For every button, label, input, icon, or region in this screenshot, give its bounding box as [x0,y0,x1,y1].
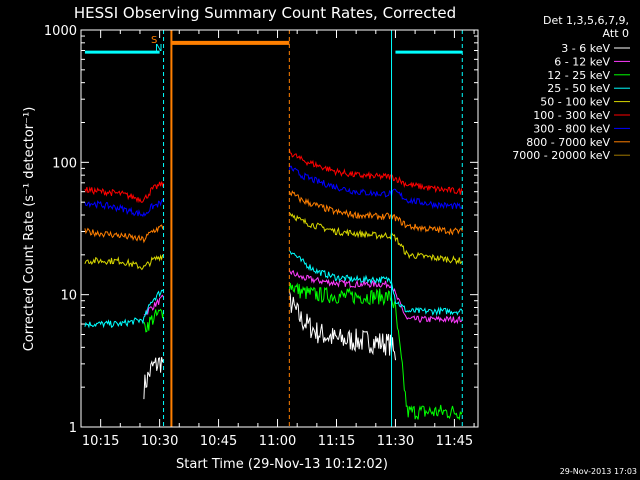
legend-label: 300 - 800 keV [533,122,610,135]
series-traces [84,148,463,421]
legend-label: 50 - 100 keV [540,96,610,109]
x-tick-label: 11:45 [436,434,473,449]
annotation-markers [84,30,463,427]
legend-header-line-2: Att 0 [603,27,629,40]
series-line [143,308,164,333]
legend-label: 12 - 25 keV [547,69,610,82]
legend-label: 3 - 6 keV [561,42,610,55]
series-line [288,165,463,210]
plot-frame [80,29,479,428]
x-tick-label: 11:00 [259,434,296,449]
x-tick-label: 10:15 [82,434,119,449]
series-line [84,181,164,204]
legend-label: 25 - 50 keV [547,82,610,95]
axes: 10:15 10:30 10:45 11:00 11:15 11:30 11:45 1 10 10… [44,24,478,449]
series-line [288,212,463,265]
chart-title: HESSI Observing Summary Count Rates, Cor… [74,4,456,22]
flag-label-s: S [151,35,157,46]
y-tick-label: 100 [52,156,77,171]
series-line [288,190,463,236]
series-line [288,290,396,361]
y-tick-label: 1 [69,421,77,436]
series-line [84,224,164,244]
x-axis-label: Start Time (29-Nov-13 10:12:02) [176,457,388,472]
flag-label-n: N [155,43,162,54]
series-line [84,254,164,271]
x-tick-label: 10:30 [141,434,178,449]
legend-header-line-1: Det 1,3,5,6,7,9, [543,14,629,27]
y-tick-label: 10 [60,289,77,304]
x-tick-label: 10:45 [200,434,237,449]
legend-label: 7000 - 20000 keV [512,149,610,162]
legend-label: 6 - 12 keV [554,55,610,68]
series-line [288,269,463,325]
series-line [143,356,164,400]
series-line [84,198,164,218]
series-line [288,250,463,317]
y-axis-label: Corrected Count Rate (s⁻¹ detector⁻¹) [22,107,37,352]
series-line [84,288,164,329]
timestamp: 29-Nov-2013 17:03 [560,467,637,476]
series-line [288,282,463,421]
x-tick-label: 11:30 [377,434,414,449]
y-tick-label: 1000 [44,24,77,39]
legend-label: 100 - 300 keV [533,109,610,122]
x-tick-label: 11:15 [318,434,355,449]
legend-label: 800 - 7000 keV [526,136,610,149]
series-line [288,148,463,195]
